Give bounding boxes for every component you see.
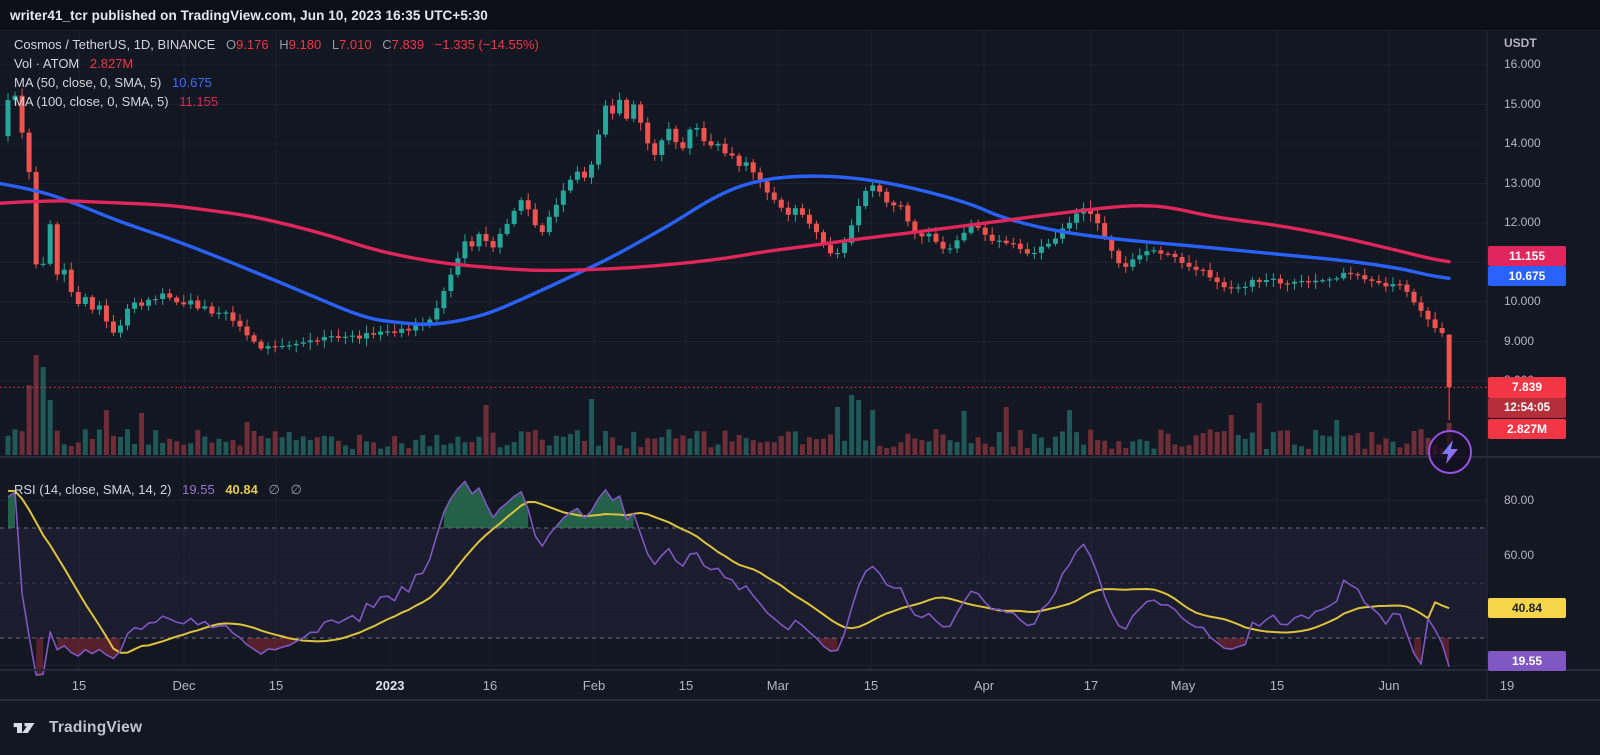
symbol-title: Cosmos / TetherUS, 1D, BINANCE xyxy=(14,37,216,52)
price-axis-label: 9.000 xyxy=(1504,333,1535,348)
rsi-ma-badge: 40.84 xyxy=(1488,598,1566,618)
time-axis-label: May xyxy=(1170,678,1196,693)
time-axis-label: 19 xyxy=(1499,678,1515,693)
rsi-empty-2: ∅ xyxy=(290,482,302,497)
change-value: −1.335 (−14.55%) xyxy=(434,37,539,52)
volume-badge: 2.827M xyxy=(1488,419,1566,439)
ma100-value: 11.155 xyxy=(179,94,219,109)
time-axis-label: 15 xyxy=(71,678,87,693)
last-price-badge: 7.839 xyxy=(1488,377,1566,398)
rsi-axis-label: 80.00 xyxy=(1504,492,1535,507)
time-axis-label: 15 xyxy=(863,678,879,693)
time-axis-label: 17 xyxy=(1083,678,1099,693)
price-axis-label: 12.000 xyxy=(1504,215,1541,229)
lightning-bolt-icon xyxy=(1442,440,1458,464)
time-axis-label: 16 xyxy=(482,678,498,693)
tradingview-brand[interactable]: TradingView xyxy=(0,719,142,737)
volume-label: Vol · ATOM xyxy=(14,56,80,71)
rsi-label: RSI (14, close, SMA, 14, 2) xyxy=(14,482,172,497)
price-axis-label: 13.000 xyxy=(1504,175,1541,190)
rsi-badge: 19.55 xyxy=(1488,651,1566,671)
open-label: O xyxy=(225,37,237,52)
volume-value: 2.827M xyxy=(89,56,134,71)
rsi-axis-label: 60.00 xyxy=(1504,547,1535,562)
price-axis-label: 15.000 xyxy=(1504,96,1541,111)
tradingview-logo-icon xyxy=(13,723,35,733)
publish-info-text: writer41_tcr published on TradingView.co… xyxy=(10,7,488,23)
time-axis-label: Jun xyxy=(1378,678,1400,693)
time-axis-label: Dec xyxy=(172,678,196,693)
price-axis-label: 14.000 xyxy=(1504,136,1541,150)
rsi-value: 19.55 xyxy=(182,482,215,497)
ma100-legend-row[interactable]: MA (100, close, 0, SMA, 5) 11.155 xyxy=(14,94,218,109)
close-label: C xyxy=(382,37,392,52)
time-axis-label: Apr xyxy=(973,678,995,693)
ma50-price-badge: 10.675 xyxy=(1488,266,1566,286)
time-axis-label: 15 xyxy=(678,678,694,693)
ma100-price-badge: 11.155 xyxy=(1488,246,1566,266)
low-value: 7.010 xyxy=(339,37,372,52)
high-label: H xyxy=(279,37,289,52)
low-label: L xyxy=(331,37,340,52)
ma50-value: 10.675 xyxy=(172,75,212,90)
high-value: 9.180 xyxy=(288,37,322,52)
time-axis-label: 15 xyxy=(268,678,284,693)
price-axis-label: 10.000 xyxy=(1504,294,1541,308)
rsi-ma-value: 40.84 xyxy=(225,482,258,497)
time-axis-label: 2023 xyxy=(375,678,405,693)
rsi-legend-row[interactable]: RSI (14, close, SMA, 14, 2) 19.55 40.84 … xyxy=(14,482,302,498)
symbol-legend-row[interactable]: Cosmos / TetherUS, 1D, BINANCE O9.176 H9… xyxy=(14,37,539,52)
time-axis-label: Mar xyxy=(766,678,790,693)
time-axis-label: Feb xyxy=(582,678,606,693)
ma100-label: MA (100, close, 0, SMA, 5) xyxy=(14,94,169,109)
rsi-empty-1: ∅ xyxy=(268,482,280,497)
ma50-label: MA (50, close, 0, SMA, 5) xyxy=(14,75,162,90)
boost-flash-button[interactable] xyxy=(1428,430,1472,474)
publish-info-bar: writer41_tcr published on TradingView.co… xyxy=(0,0,1600,31)
price-axis-currency: USDT xyxy=(1504,36,1537,50)
open-value: 9.176 xyxy=(236,37,269,52)
volume-legend-row[interactable]: Vol · ATOM 2.827M xyxy=(14,56,133,71)
footer-bar: TradingView xyxy=(0,701,1600,755)
bar-countdown-badge: 12:54:05 xyxy=(1488,398,1566,418)
time-axis-label: 15 xyxy=(1269,678,1285,693)
ma50-legend-row[interactable]: MA (50, close, 0, SMA, 5) 10.675 xyxy=(14,75,212,90)
close-value: 7.839 xyxy=(391,37,425,52)
price-axis-label: 16.000 xyxy=(1504,57,1541,71)
tradingview-brand-text: TradingView xyxy=(49,719,143,736)
